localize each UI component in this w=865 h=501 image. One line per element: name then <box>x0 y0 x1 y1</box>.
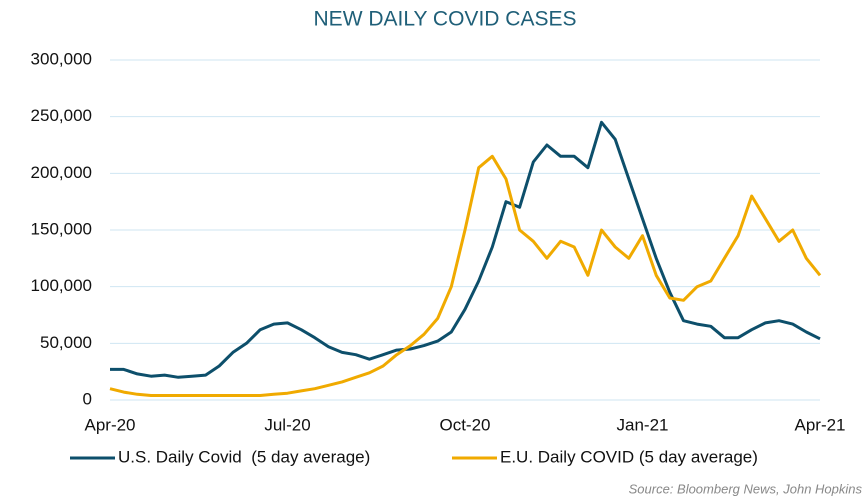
x-tick-label: Apr-21 <box>794 415 845 434</box>
y-tick-label: 0 <box>83 389 92 408</box>
x-tick-label: Apr-20 <box>84 415 135 434</box>
legend-label: U.S. Daily Covid (5 day average) <box>118 447 370 466</box>
x-tick-label: Jul-20 <box>264 415 310 434</box>
chart-title: NEW DAILY COVID CASES <box>314 8 577 31</box>
x-tick-label: Jan-21 <box>617 415 669 434</box>
y-tick-label: 200,000 <box>31 163 92 182</box>
y-tick-label: 50,000 <box>40 333 92 352</box>
y-tick-label: 100,000 <box>31 276 92 295</box>
data-line <box>109 154 822 397</box>
data-line <box>110 120 821 379</box>
y-tick-label: 150,000 <box>31 219 92 238</box>
source-note: Source: Bloomberg News, John Hopkins <box>629 481 863 496</box>
y-tick-label: 250,000 <box>31 106 92 125</box>
legend-label: E.U. Daily COVID (5 day average) <box>500 447 758 466</box>
y-tick-label: 300,000 <box>31 49 92 68</box>
x-tick-label: Oct-20 <box>439 415 490 434</box>
